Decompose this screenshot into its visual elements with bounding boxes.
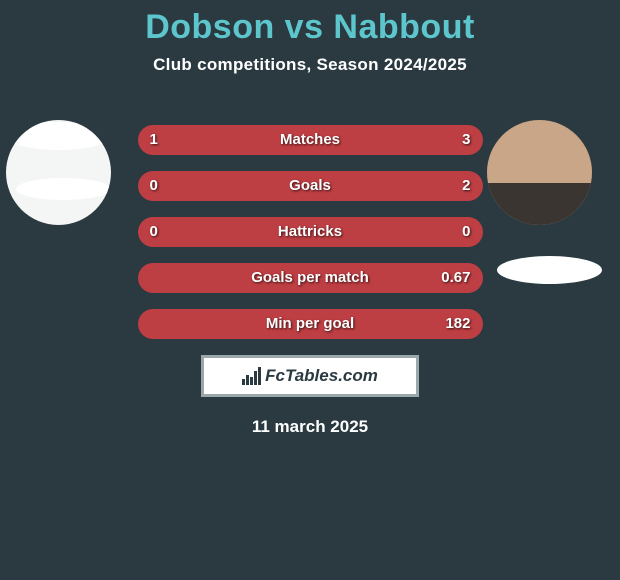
bars-icon — [242, 367, 261, 385]
infographic-container: Dobson vs Nabbout Club competitions, Sea… — [0, 0, 620, 580]
stat-right-value: 182 — [445, 309, 470, 339]
stat-right-value: 0 — [462, 217, 470, 247]
stat-right-value: 2 — [462, 171, 470, 201]
club-logo-right — [497, 256, 602, 284]
stat-row-hattricks: 0 Hattricks 0 — [138, 217, 483, 247]
stat-label: Goals — [138, 171, 483, 201]
subtitle: Club competitions, Season 2024/2025 — [0, 55, 620, 75]
stat-label: Goals per match — [138, 263, 483, 293]
stat-right-value: 3 — [462, 125, 470, 155]
page-title: Dobson vs Nabbout — [0, 0, 620, 47]
stat-row-goals: 0 Goals 2 — [138, 171, 483, 201]
badge-text: FcTables.com — [265, 366, 378, 386]
stat-row-mpg: Min per goal 182 — [138, 309, 483, 339]
date-text: 11 march 2025 — [0, 417, 620, 437]
player-left-avatar — [6, 120, 111, 225]
stat-row-matches: 1 Matches 3 — [138, 125, 483, 155]
stat-label: Matches — [138, 125, 483, 155]
source-badge: FcTables.com — [201, 355, 419, 397]
player-right-avatar — [487, 120, 592, 225]
stat-right-value: 0.67 — [441, 263, 470, 293]
placeholder-oval — [6, 122, 111, 150]
stat-row-gpm: Goals per match 0.67 — [138, 263, 483, 293]
stat-label: Hattricks — [138, 217, 483, 247]
player-face-placeholder — [487, 120, 592, 225]
placeholder-oval — [16, 178, 111, 200]
stat-label: Min per goal — [138, 309, 483, 339]
stats-block: 1 Matches 3 0 Goals 2 0 Hattricks 0 Goal… — [138, 125, 483, 339]
